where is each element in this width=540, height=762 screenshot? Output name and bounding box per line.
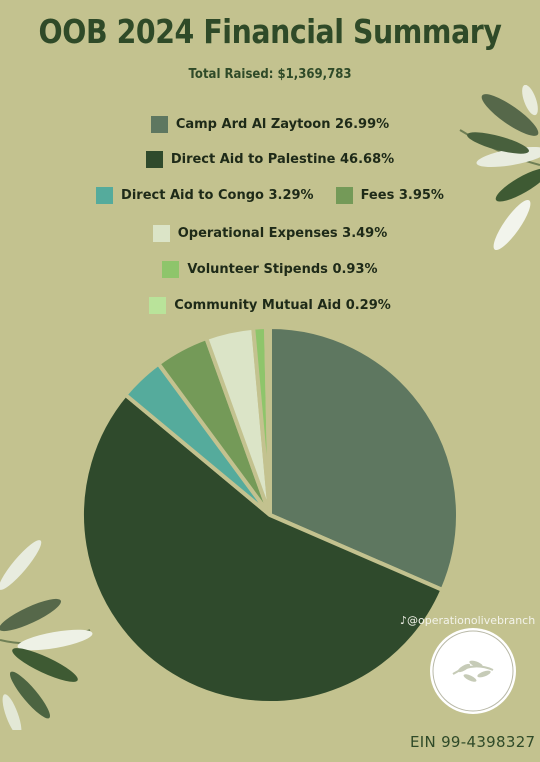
legend-row-6: Community Mutual Aid 0.29% xyxy=(0,297,540,314)
legend-percent-stipends: 0.93% xyxy=(332,262,378,277)
page-title: OOB 2024 Financial Summary xyxy=(38,12,502,51)
legend-swatch-congo xyxy=(96,187,114,204)
legend-percent-mutual-aid: 0.29% xyxy=(345,298,391,313)
legend-percent-camp: 26.99% xyxy=(335,117,390,132)
legend-item-fees: Fees 3.95% xyxy=(335,187,444,204)
legend-percent-operational: 3.49% xyxy=(342,226,388,241)
legend-row-4: Operational Expenses 3.49% xyxy=(0,225,540,242)
legend-item-operational: Operational Expenses 3.49% xyxy=(152,225,388,242)
legend-row-1: Camp Ard Al Zaytoon 26.99% xyxy=(0,116,540,133)
legend-row-5: Volunteer Stipends 0.93% xyxy=(0,261,540,278)
legend-item-camp: Camp Ard Al Zaytoon 26.99% xyxy=(150,116,390,133)
olive-leaves-bottom-left-icon xyxy=(0,540,93,730)
legend-swatch-mutual-aid xyxy=(149,297,167,314)
ein-number: EIN 99-4398327 xyxy=(410,733,536,751)
tiktok-handle-text: @operationolivebranch xyxy=(407,614,536,627)
legend-row-3: Direct Aid to Congo 3.29% Fees 3.95% xyxy=(0,187,540,204)
pie-slice-1 xyxy=(80,391,446,705)
legend-swatch-fees xyxy=(335,187,353,204)
legend-swatch-camp xyxy=(150,116,168,133)
legend-label-mutual-aid: Community Mutual Aid xyxy=(174,298,342,313)
legend-item-mutual-aid: Community Mutual Aid 0.29% xyxy=(149,297,391,314)
pie-slice-0 xyxy=(268,324,460,593)
legend-label-fees: Fees xyxy=(360,188,395,203)
legend-label-congo: Direct Aid to Congo xyxy=(121,188,264,203)
legend-item-stipends: Volunteer Stipends 0.93% xyxy=(162,261,378,278)
legend-swatch-stipends xyxy=(162,261,180,278)
legend-label-palestine: Direct Aid to Palestine xyxy=(170,152,336,167)
olive-leaves-top-right-icon xyxy=(459,85,540,250)
pie-slice-6 xyxy=(263,324,272,516)
legend-label-camp: Camp Ard Al Zaytoon xyxy=(175,117,331,132)
total-raised: Total Raised: $1,369,783 xyxy=(188,67,352,82)
legend-row-2: Direct Aid to Palestine 46.68% xyxy=(0,151,540,168)
legend-item-palestine: Direct Aid to Palestine 46.68% xyxy=(145,151,395,168)
legend-label-operational: Operational Expenses xyxy=(177,226,338,241)
tiktok-handle: ♪@operationolivebranch xyxy=(400,614,536,627)
operation-olive-branch-logo-icon xyxy=(430,628,516,714)
legend-swatch-palestine xyxy=(145,151,163,168)
legend-percent-fees: 3.95% xyxy=(398,188,444,203)
legend-item-congo: Direct Aid to Congo 3.29% xyxy=(96,187,314,204)
legend-percent-palestine: 46.68% xyxy=(340,152,395,167)
legend-percent-congo: 3.29% xyxy=(268,188,314,203)
legend-swatch-operational xyxy=(152,225,170,242)
legend-label-stipends: Volunteer Stipends xyxy=(187,262,328,277)
